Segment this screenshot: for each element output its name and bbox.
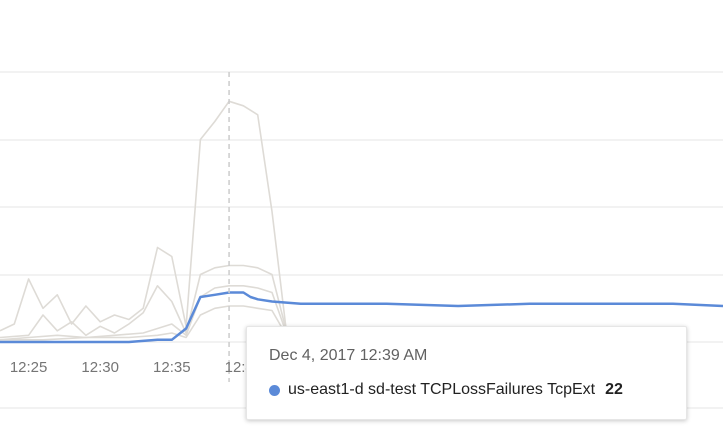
x-tick-label: 12:25 xyxy=(10,359,48,376)
tooltip-series-label: us-east1-d sd-test TCPLossFailures TcpEx… xyxy=(288,381,596,398)
series-lines xyxy=(0,100,723,344)
series-line-0[interactable] xyxy=(0,100,302,341)
series-line-2[interactable] xyxy=(0,284,302,341)
hover-tooltip: Dec 4, 2017 12:39 AM us-east1-d sd-test … xyxy=(246,326,687,420)
series-color-dot xyxy=(269,384,280,396)
tooltip-value: 22 xyxy=(605,381,623,398)
series-line-highlighted[interactable] xyxy=(0,291,723,344)
tooltip-series-row: us-east1-d sd-test TCPLossFailures TcpEx… xyxy=(269,381,623,399)
series-line-1[interactable] xyxy=(0,264,302,341)
tooltip-date: Dec 4, 2017 12:39 AM xyxy=(269,347,428,364)
x-tick-label: 12:30 xyxy=(81,359,119,376)
series-line-3[interactable] xyxy=(0,305,301,341)
x-tick-label: 12:35 xyxy=(153,359,191,376)
